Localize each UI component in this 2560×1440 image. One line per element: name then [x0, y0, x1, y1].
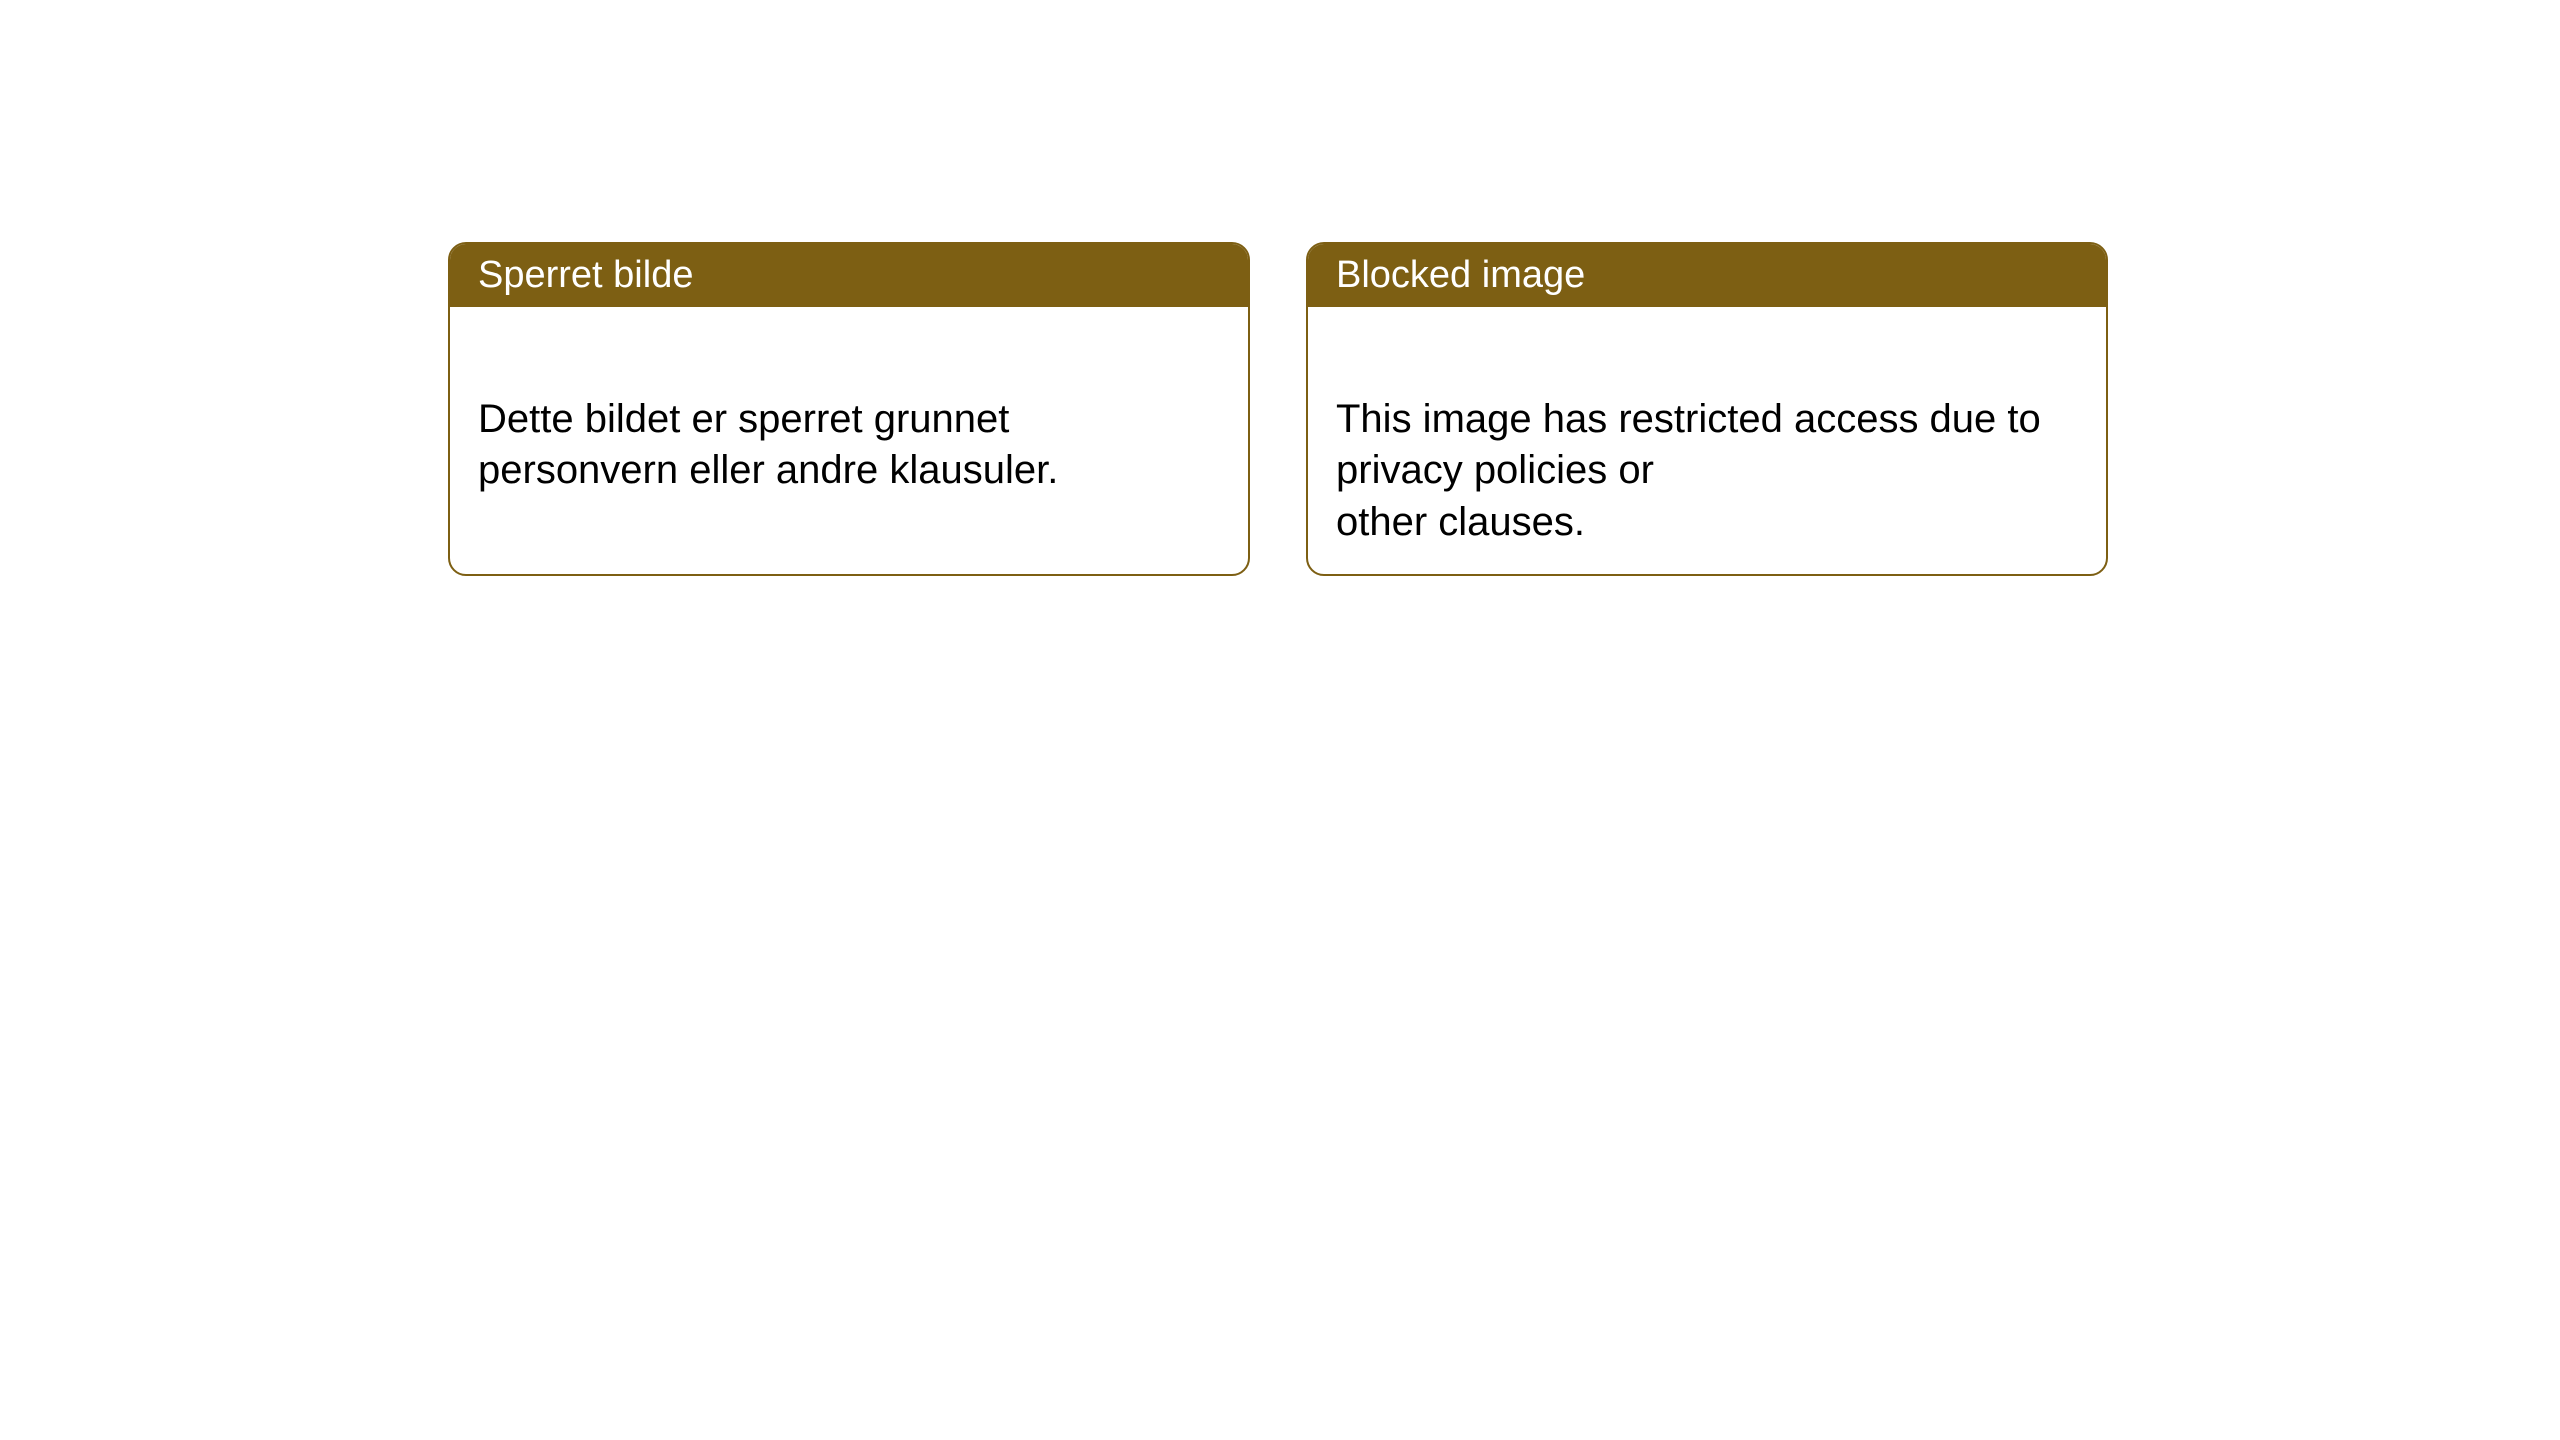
notices-container: Sperret bilde Dette bildet er sperret gr… — [448, 242, 2560, 576]
notice-body: Dette bildet er sperret grunnet personve… — [450, 307, 1248, 533]
notice-header: Sperret bilde — [450, 244, 1248, 307]
notice-message: This image has restricted access due to … — [1336, 397, 2041, 543]
notice-body: This image has restricted access due to … — [1308, 307, 2106, 576]
notice-card-english: Blocked image This image has restricted … — [1306, 242, 2108, 576]
notice-header: Blocked image — [1308, 244, 2106, 307]
notice-title: Blocked image — [1336, 254, 1585, 296]
notice-title: Sperret bilde — [478, 254, 693, 296]
notice-card-norwegian: Sperret bilde Dette bildet er sperret gr… — [448, 242, 1250, 576]
notice-message: Dette bildet er sperret grunnet personve… — [478, 397, 1058, 492]
